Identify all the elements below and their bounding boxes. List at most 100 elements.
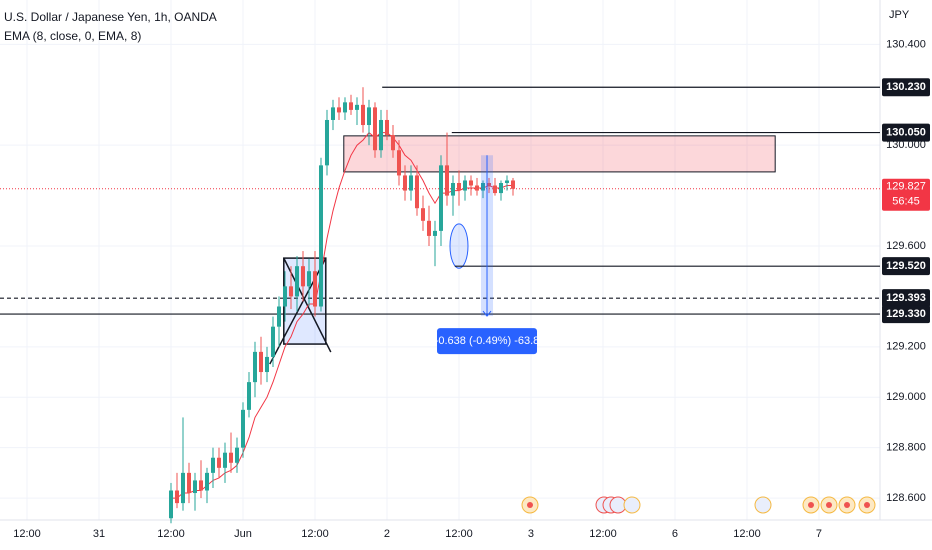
candle-body [318,165,323,307]
x-tick-label: 2 [384,528,390,540]
candle-body [468,180,473,186]
candle-body [474,185,479,191]
x-tick-label: 12:00 [733,528,761,540]
candle-body [486,182,491,186]
event-icon-dot [844,502,850,508]
x-tick-label: 7 [816,528,822,540]
candle-body [276,306,281,327]
measure-label-box [437,328,538,355]
candle-body [252,351,257,383]
candle-body [498,182,503,194]
candle-body [210,457,215,473]
highlight-ellipse [449,223,469,269]
level-label: 129.330 [886,308,926,320]
candle-body [186,472,191,494]
candle-body [396,150,401,176]
candle-body [234,447,239,463]
level-label-box [882,78,930,97]
indicator-legend: EMA (8, close, 0, EMA, 8) [4,29,141,43]
candle-body [432,230,437,236]
candle-body [444,165,449,196]
supply-zone [343,135,776,173]
x-tick-label: 12:00 [301,528,329,540]
candle-body [198,480,203,491]
candle-body [306,271,311,287]
candle-body [510,180,515,189]
candle-body [420,208,425,221]
candle-body [168,490,173,519]
candle-body [390,135,395,151]
y-tick-label: 129.000 [886,391,926,403]
x-tick-label: 6 [672,528,678,540]
candle-body [270,326,275,357]
candle-body [348,102,353,110]
candle-body [294,266,299,297]
event-icons [521,496,876,514]
candle-body [246,382,251,410]
candle-body [504,180,509,183]
candle-body [258,351,263,373]
y-tick-label: 129.600 [886,240,926,252]
candle-body [300,266,305,287]
candle-body [480,182,485,191]
candle-body [264,356,269,373]
countdown-label: 56:45 [892,196,920,208]
y-tick-label: 130.000 [886,139,926,151]
candle-body [372,107,377,151]
pattern-cross [283,257,332,353]
measure-arrowhead [482,310,492,317]
candle-body [402,175,407,191]
level-label: 129.520 [886,260,926,272]
candle-body [336,107,341,113]
candle-body [366,107,371,126]
x-tick-label: 12:00 [589,528,617,540]
event-icon[interactable] [754,496,772,514]
candle-body [174,490,179,504]
x-tick-label: 31 [93,528,105,540]
candle-body [240,409,245,448]
measure-label: -0.638 (-0.49%) -63.8 [435,335,540,347]
candle-body [450,182,455,196]
candle-body [438,165,443,231]
x-tick-label: Jun [234,528,252,540]
candle-body [228,452,233,463]
level-label: 130.230 [886,81,926,93]
x-tick-label: 3 [528,528,534,540]
candle-body [222,452,227,468]
y-tick-label: 129.200 [886,341,926,353]
last-price-box [882,178,930,211]
candle-body [324,119,329,166]
candle-body [408,175,413,191]
last-price-label: 129.827 [886,181,926,193]
y-tick-label: 130.400 [886,38,926,50]
candle-body [342,102,347,113]
y-tick-label: 128.800 [886,442,926,454]
x-tick-label: 12:00 [157,528,185,540]
candle-body [360,104,365,126]
x-tick-label: 12:00 [13,528,41,540]
candle-body [378,119,383,151]
candle-body [426,220,431,236]
candle-body [330,107,335,120]
candle-body [354,104,359,110]
level-label: 129.393 [886,292,926,304]
candle-body [384,119,389,136]
event-icon[interactable] [623,496,641,514]
candle-body [312,271,317,307]
level-label-box [882,289,930,308]
x-tick-label: 12:00 [445,528,473,540]
candle-body [456,182,461,191]
candle-body [216,457,221,468]
event-icon-dot [826,502,832,508]
chart-title: U.S. Dollar / Japanese Yen, 1h, OANDA [4,10,217,24]
candle-body [180,472,185,504]
candle-body [462,180,467,191]
event-icon-dot [864,502,870,508]
candle-body [288,286,293,297]
candle-body [204,472,209,491]
candle-body [492,185,497,194]
currency-label: JPY [889,9,910,21]
ema-line [171,131,513,499]
